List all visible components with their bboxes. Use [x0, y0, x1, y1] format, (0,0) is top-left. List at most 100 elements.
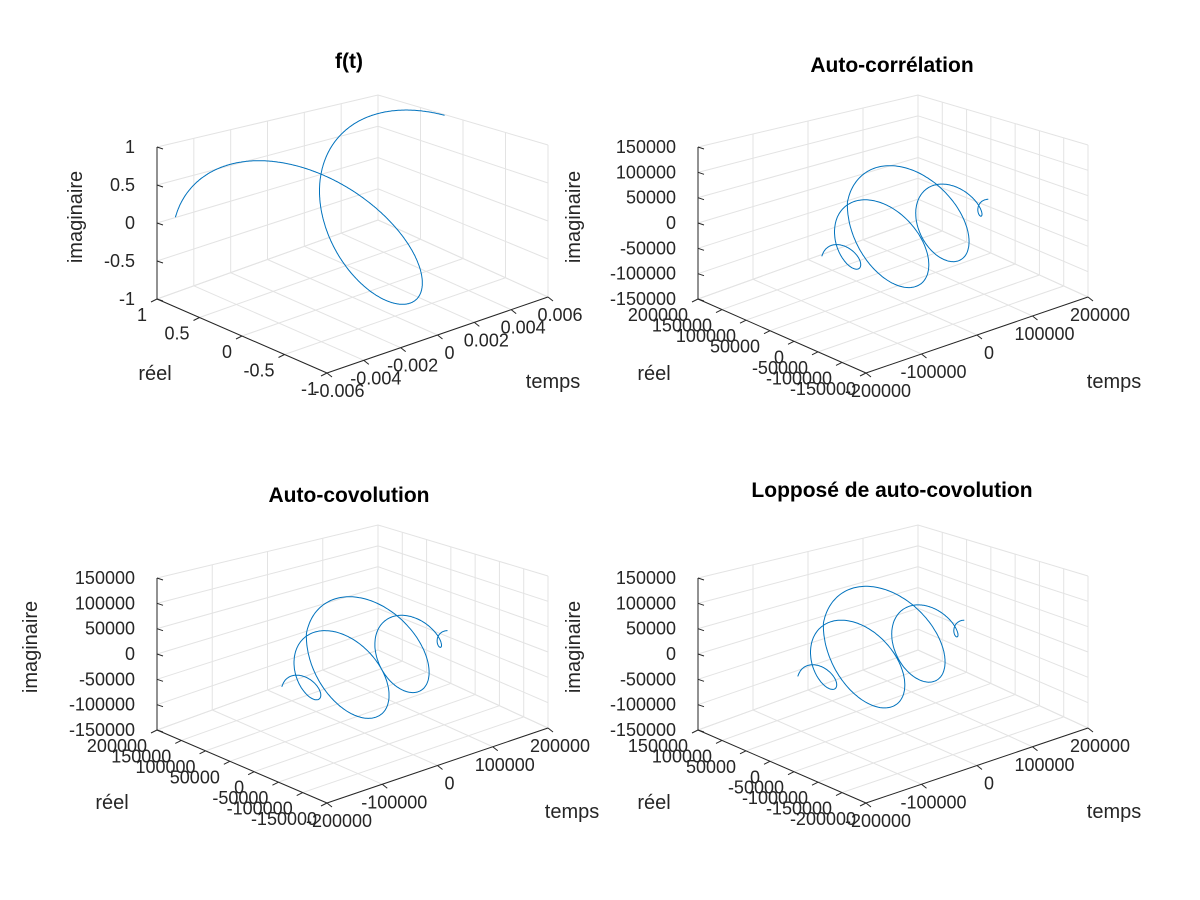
x-tick-label: -0.002: [387, 356, 438, 376]
grid-line: [156, 649, 549, 731]
z-tick-mark: [156, 704, 164, 708]
x-tick-label: 0: [444, 774, 454, 794]
z-tick-label: 150000: [75, 568, 135, 588]
z-tick-label: -150000: [610, 289, 676, 309]
x-tick-label: 200000: [1070, 305, 1130, 325]
z-tick-label: 50000: [626, 188, 676, 208]
grid-line: [793, 263, 1016, 342]
grid-line: [697, 219, 1089, 300]
z-tick-mark: [156, 678, 164, 682]
grid-line: [807, 689, 978, 766]
x-tick-label: 0: [984, 343, 994, 363]
x-tick-mark: [400, 347, 406, 353]
y-tick-label: 0: [774, 347, 784, 367]
z-tick-mark: [156, 577, 164, 581]
z-tick-label: -150000: [69, 720, 135, 740]
y-tick-label: 1: [137, 305, 147, 325]
grid-line: [745, 241, 967, 321]
y-tick-mark: [235, 335, 243, 340]
z-tick-label: 100000: [616, 593, 676, 613]
x-tick-label: 200000: [1070, 736, 1130, 756]
grid-line: [229, 682, 452, 762]
z-tick-label: -100000: [610, 264, 676, 284]
x-axis-label: temps: [1087, 801, 1141, 823]
y-tick-mark: [278, 354, 285, 358]
z-tick-label: 150000: [616, 137, 676, 157]
grid-line: [156, 219, 549, 300]
grid-line: [156, 156, 549, 224]
x-tick-mark: [326, 802, 333, 808]
x-tick-mark: [1087, 296, 1094, 302]
z-tick-mark: [156, 222, 164, 226]
z-tick-mark: [156, 602, 164, 606]
x-tick-label: 200000: [530, 736, 590, 756]
x-tick-mark: [510, 309, 517, 315]
grid-line: [697, 177, 1089, 249]
x-tick-label: 100000: [475, 755, 535, 775]
y-axis-line: [156, 729, 328, 804]
x-tick-mark: [1032, 746, 1038, 752]
z-tick-label: 100000: [75, 593, 135, 613]
grid-line: [752, 278, 922, 355]
y-tick-mark: [691, 298, 699, 303]
y-tick-mark: [150, 729, 158, 734]
z-tick-mark: [697, 273, 705, 277]
y-tick-label: 150000: [652, 316, 712, 336]
z-tick-label: 0: [125, 644, 135, 664]
x-axis-label: temps: [526, 371, 580, 393]
y-tick-mark: [296, 792, 303, 797]
z-tick-mark: [697, 298, 705, 302]
y-tick-mark: [739, 319, 747, 324]
x-tick-mark: [976, 334, 983, 340]
z-tick-mark: [156, 184, 164, 188]
y-tick-mark: [247, 771, 255, 776]
subplot-2: 150000100000500000-50000-100000-15000020…: [563, 54, 1141, 401]
y-tick-mark: [691, 729, 699, 734]
grid-line: [181, 660, 403, 741]
subplot-1: 10.50-0.5-110.50-0.5-1-0.006-0.004-0.002…: [65, 50, 583, 401]
z-tick-mark: [697, 602, 705, 606]
x-tick-mark: [865, 372, 872, 378]
z-tick-mark: [697, 247, 705, 251]
y-tick-label: 200000: [628, 305, 688, 325]
series-curve-1: [821, 165, 989, 289]
z-tick-label: 50000: [85, 619, 135, 639]
z-tick-mark: [697, 222, 705, 226]
y-tick-mark: [199, 750, 206, 755]
z-tick-label: -0.5: [104, 251, 135, 271]
z-tick-label: 0: [125, 213, 135, 233]
y-axis-line: [697, 298, 867, 374]
grid-line: [156, 524, 549, 579]
grid-line: [284, 277, 506, 355]
grid-line: [205, 671, 427, 752]
grid-line: [721, 230, 943, 311]
grid-line: [156, 188, 549, 262]
y-tick-label: 50000: [170, 767, 220, 787]
z-tick-label: 100000: [616, 162, 676, 182]
grid-line: [841, 285, 1064, 363]
z-tick-mark: [156, 628, 164, 632]
grid-line: [841, 716, 1064, 794]
y-tick-label: -150000: [790, 379, 856, 399]
grid-line: [253, 694, 476, 773]
x-tick-label: -100000: [900, 792, 966, 812]
x-tick-label: 0.004: [501, 318, 546, 338]
grid-line: [156, 125, 549, 186]
subplot-4: 150000100000500000-50000-100000-15000015…: [563, 479, 1141, 831]
y-tick-label: -200000: [790, 809, 856, 829]
grid-line: [807, 259, 978, 336]
z-tick-mark: [156, 298, 164, 302]
y-tick-mark: [175, 739, 182, 744]
z-axis-label: imaginaire: [65, 171, 87, 263]
grid-line: [697, 586, 1089, 655]
y-tick-label: 150000: [111, 746, 171, 766]
grid-line: [156, 94, 549, 148]
x-tick-mark: [921, 353, 927, 359]
z-tick-mark: [156, 729, 164, 733]
y-tick-mark: [859, 372, 867, 377]
x-tick-mark: [1032, 315, 1038, 321]
x-tick-mark: [326, 372, 333, 378]
y-tick-label: 0.5: [164, 324, 189, 344]
